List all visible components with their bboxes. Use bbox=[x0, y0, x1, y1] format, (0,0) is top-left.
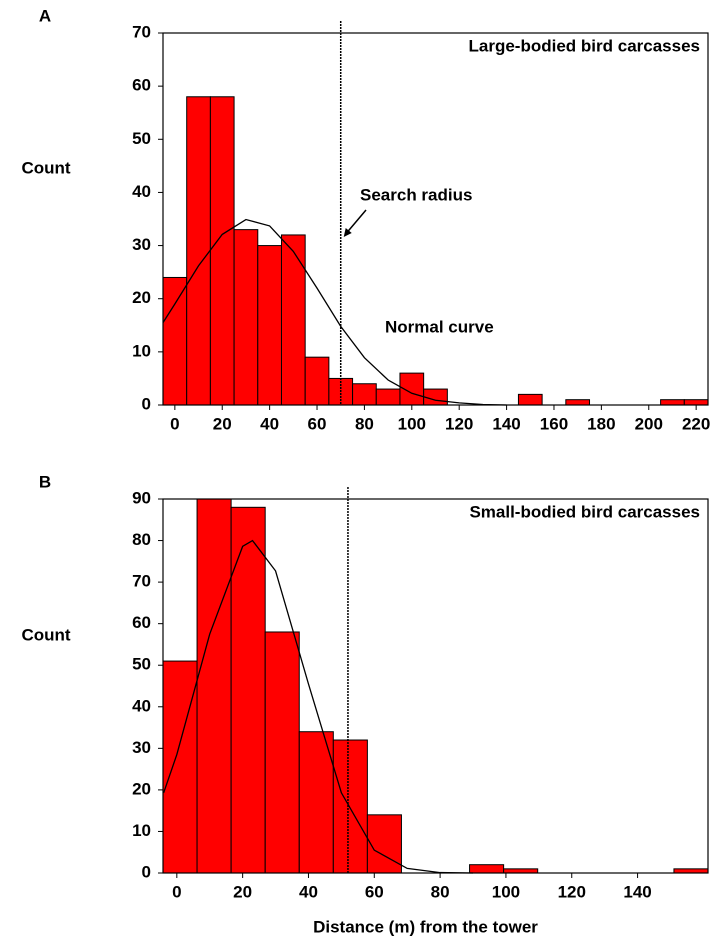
plot-frame bbox=[162, 498, 709, 874]
x-tick-label: 40 bbox=[260, 414, 279, 433]
y-tick-label: 50 bbox=[132, 655, 151, 674]
bar bbox=[162, 276, 188, 406]
y-tick-label: 60 bbox=[132, 613, 151, 632]
chart-title: Small-bodied bird carcasses bbox=[469, 502, 700, 521]
bar bbox=[196, 498, 232, 874]
x-tick-label: 120 bbox=[558, 882, 586, 901]
y-tick-label: 20 bbox=[132, 288, 151, 307]
x-tick-label: 20 bbox=[233, 882, 252, 901]
x-tick-label: 80 bbox=[355, 414, 374, 433]
x-tick-label: 0 bbox=[172, 882, 181, 901]
x-tick-label: 160 bbox=[540, 414, 568, 433]
bar bbox=[503, 868, 539, 874]
y-tick-label: 90 bbox=[132, 488, 151, 507]
chart-title: Large-bodied bird carcasses bbox=[469, 36, 700, 55]
normal-curve bbox=[163, 539, 474, 874]
y-axis-label: Count bbox=[21, 625, 70, 644]
bar bbox=[423, 388, 448, 406]
x-tick-label: 100 bbox=[492, 882, 520, 901]
x-tick-label: 0 bbox=[170, 414, 179, 433]
bar bbox=[565, 399, 591, 406]
x-axis-label: Distance (m) from the tower bbox=[313, 917, 538, 936]
y-axis-label: Count bbox=[21, 158, 70, 177]
bar bbox=[264, 631, 300, 874]
y-tick-label: 10 bbox=[132, 821, 151, 840]
bar bbox=[230, 506, 266, 874]
bar bbox=[375, 388, 401, 406]
y-tick-label: 0 bbox=[142, 394, 151, 413]
annotation: Search radius bbox=[360, 185, 472, 204]
y-tick-label: 40 bbox=[132, 696, 151, 715]
y-tick-label: 60 bbox=[132, 76, 151, 95]
bar bbox=[280, 234, 306, 406]
bar bbox=[366, 814, 402, 874]
panel-label: A bbox=[39, 6, 51, 25]
x-tick-label: 60 bbox=[308, 414, 327, 433]
y-tick-label: 70 bbox=[132, 22, 151, 41]
bar bbox=[186, 96, 211, 406]
bar bbox=[257, 245, 282, 406]
bar bbox=[660, 399, 685, 406]
bar bbox=[352, 383, 377, 406]
x-tick-label: 200 bbox=[635, 414, 663, 433]
y-tick-label: 30 bbox=[132, 235, 151, 254]
bar bbox=[469, 864, 505, 874]
annotation: Normal curve bbox=[385, 317, 494, 336]
normal-curve bbox=[162, 218, 507, 406]
x-tick-label: 140 bbox=[623, 882, 651, 901]
x-tick-label: 120 bbox=[445, 414, 473, 433]
x-tick-label: 20 bbox=[213, 414, 232, 433]
y-tick-label: 10 bbox=[132, 341, 151, 360]
y-tick-label: 70 bbox=[132, 572, 151, 591]
y-tick-label: 30 bbox=[132, 738, 151, 757]
bar bbox=[298, 731, 334, 874]
bar bbox=[332, 739, 368, 874]
x-tick-label: 80 bbox=[431, 882, 450, 901]
y-tick-label: 20 bbox=[132, 779, 151, 798]
bar bbox=[673, 868, 709, 874]
bar bbox=[209, 96, 235, 406]
panel-label: B bbox=[39, 472, 51, 491]
x-tick-label: 60 bbox=[365, 882, 384, 901]
x-tick-label: 180 bbox=[587, 414, 615, 433]
x-tick-label: 100 bbox=[398, 414, 426, 433]
bar bbox=[683, 399, 709, 406]
bar bbox=[517, 393, 543, 406]
plot-frame bbox=[162, 32, 709, 406]
y-tick-label: 80 bbox=[132, 530, 151, 549]
y-tick-label: 40 bbox=[132, 182, 151, 201]
bar bbox=[304, 356, 330, 406]
y-tick-label: 50 bbox=[132, 129, 151, 148]
arrow-head bbox=[343, 228, 352, 237]
x-tick-label: 220 bbox=[682, 414, 710, 433]
annotation-arrow bbox=[345, 209, 367, 235]
x-tick-label: 40 bbox=[299, 882, 318, 901]
y-tick-label: 0 bbox=[142, 862, 151, 881]
bar bbox=[233, 229, 259, 406]
bar bbox=[162, 660, 198, 874]
x-tick-label: 140 bbox=[492, 414, 520, 433]
